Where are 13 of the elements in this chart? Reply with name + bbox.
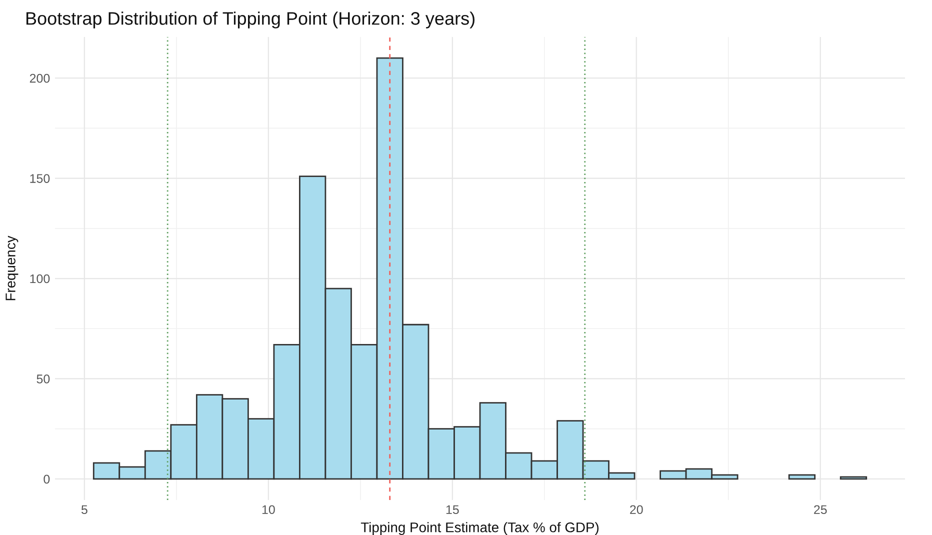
y-axis-title: Frequency — [6, 236, 18, 300]
y-tick-label: 0 — [44, 474, 50, 484]
x-tick-label: 25 — [814, 505, 827, 514]
x-tick-label: 5 — [81, 505, 88, 514]
chart-title: Bootstrap Distribution of Tipping Point (Horizon: 3 years) — [26, 12, 474, 28]
y-tick-label: 200 — [30, 74, 50, 83]
x-tick-label: 15 — [446, 505, 459, 514]
x-tick-label: 20 — [630, 505, 643, 514]
y-tick-label: 150 — [30, 174, 50, 183]
y-tick-label: 100 — [30, 274, 50, 284]
y-tick-label: 50 — [36, 374, 50, 384]
x-tick-label: 10 — [262, 505, 275, 514]
x-axis-title: Tipping Point Estimate (Tax % of GDP) — [360, 522, 599, 535]
